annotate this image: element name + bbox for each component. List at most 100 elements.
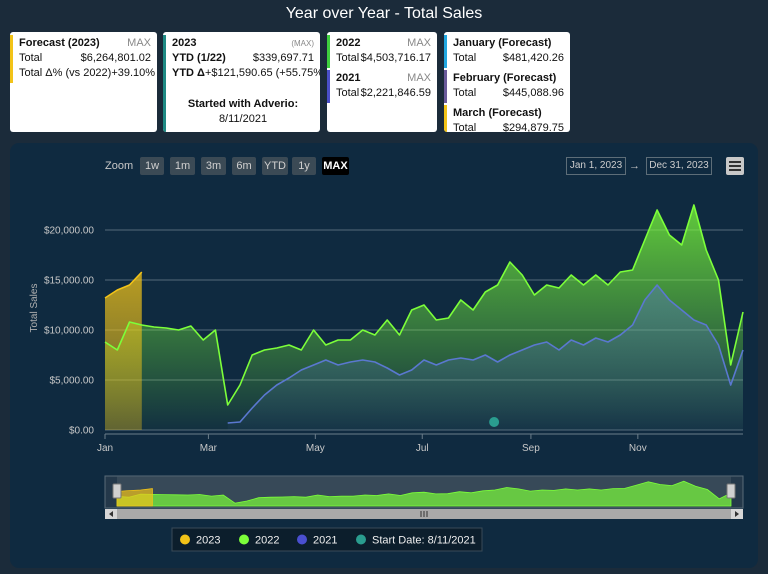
section-head: 2021 MAX <box>336 71 431 86</box>
card: 2022 MAX Total $4,503,716.17 2021 MAX Total $2,… <box>327 32 437 132</box>
zoom-button[interactable]: 1m <box>170 157 195 175</box>
page-title: Year over Year - Total Sales <box>285 5 483 22</box>
section-badge: MAX <box>407 72 431 84</box>
x-tick-label: Jan <box>97 443 113 454</box>
stat-value: $339,697.71 <box>252 52 314 64</box>
zoom-button[interactable]: MAX <box>322 157 349 175</box>
card-note: Started with Adverio: 8/11/2021 <box>163 83 320 132</box>
card: January (Forecast) Total $481,420.26 Februa… <box>444 32 570 132</box>
stat-row: Total $294,879.75 <box>453 121 564 132</box>
legend-box <box>171 527 483 552</box>
legend-swatch <box>239 534 249 545</box>
stat-label: Total <box>453 52 477 64</box>
section-head: March (Forecast) <box>453 106 564 121</box>
y-tick-label: $10,000.00 <box>44 326 94 337</box>
stat-label: Total <box>336 52 360 64</box>
card-section: Forecast (2023) MAX Total $6,264,801.02 Tota… <box>10 35 157 83</box>
stat-value: $6,264,801.02 <box>80 52 151 64</box>
stat-row: YTD (1/22) $339,697.71 <box>172 51 314 66</box>
note-title: Started with Adverio: <box>187 98 299 110</box>
stat-value: $294,879.75 <box>502 122 564 132</box>
zoom-label: Zoom <box>105 160 134 172</box>
card-section: 2021 MAX Total $2,221,846.59 <box>327 70 437 103</box>
x-tick-label: Mar <box>200 443 218 454</box>
legend-swatch <box>180 534 190 545</box>
stat-value: +$121,590.65 (+55.75%) <box>204 67 320 79</box>
stat-row: YTD Δ +$121,590.65 (+55.75%) <box>172 66 320 81</box>
navigator-handle[interactable] <box>726 483 736 499</box>
card-section: March (Forecast) Total $294,879.75 <box>444 105 570 132</box>
stat-value: $445,088.96 <box>502 87 564 99</box>
x-tick-label: Sep <box>522 443 540 454</box>
zoom-button[interactable]: 3m <box>201 157 226 175</box>
legend-label[interactable]: 2022 <box>255 535 279 547</box>
scroll-left[interactable] <box>109 511 113 517</box>
section-title: 2023 <box>172 37 197 49</box>
legend-swatch <box>297 534 307 545</box>
card-section: January (Forecast) Total $481,420.26 <box>444 35 570 68</box>
section-badge: MAX <box>407 37 431 49</box>
zoom-button[interactable]: 1y <box>292 157 316 175</box>
y-tick-label: $15,000.00 <box>44 276 94 287</box>
stat-row: Total $6,264,801.02 <box>19 51 151 66</box>
stat-value: $2,221,846.59 <box>360 87 431 99</box>
y-tick-label: $5,000.00 <box>50 376 95 387</box>
menu-icon-bar <box>729 161 741 163</box>
y-axis-title: Total Sales <box>29 284 40 333</box>
section-badge: MAX <box>127 37 151 49</box>
stat-label: Total <box>336 87 360 99</box>
y-tick-label: $20,000.00 <box>44 226 94 237</box>
zoom-button[interactable]: 1w <box>140 157 164 175</box>
stat-value: +39.10% <box>111 67 156 79</box>
scroll-right[interactable] <box>735 511 739 517</box>
range-to[interactable]: Dec 31, 2023 <box>646 157 712 175</box>
section-title: January (Forecast) <box>453 37 552 49</box>
card: 2023 (MAX) YTD (1/22) $339,697.71 YTD Δ +$121… <box>163 32 320 132</box>
section-head: January (Forecast) <box>453 36 564 51</box>
x-tick-label: May <box>306 443 325 454</box>
y-tick-label: $0.00 <box>69 426 94 437</box>
x-tick-label: Jul <box>416 443 429 454</box>
range-from[interactable]: Jan 1, 2023 <box>566 157 626 175</box>
card-section: February (Forecast) Total $445,088.96 <box>444 70 570 103</box>
stat-value: $481,420.26 <box>502 52 564 64</box>
section-title: 2022 <box>336 37 361 49</box>
navigator-handle[interactable] <box>112 483 122 499</box>
section-head: 2023 (MAX) <box>172 36 314 51</box>
legend-label[interactable]: 2023 <box>196 535 220 547</box>
section-title: March (Forecast) <box>453 107 542 119</box>
section-title: February (Forecast) <box>453 72 557 84</box>
stat-label: Total <box>453 122 477 132</box>
x-tick-label: Nov <box>629 443 647 454</box>
section-head: February (Forecast) <box>453 71 564 86</box>
note-value: 8/11/2021 <box>218 113 268 125</box>
section-title: Forecast (2023) <box>19 37 100 49</box>
card-section: 2022 MAX Total $4,503,716.17 <box>327 35 437 68</box>
start-marker <box>489 417 500 427</box>
range-separator: → <box>629 160 640 172</box>
menu-icon-bar <box>729 165 741 167</box>
card: Forecast (2023) MAX Total $6,264,801.02 Tota… <box>10 32 157 132</box>
stat-row: Total $2,221,846.59 <box>336 86 431 101</box>
stat-value: $4,503,716.17 <box>360 52 431 64</box>
stat-row: Total $481,420.26 <box>453 51 564 66</box>
card-section: 2023 (MAX) YTD (1/22) $339,697.71 YTD Δ +$121… <box>163 35 320 83</box>
series-line <box>104 204 744 406</box>
legend-label[interactable]: Start Date: 8/11/2021 <box>372 535 476 547</box>
navigator-area <box>116 488 153 507</box>
series-line <box>104 271 143 299</box>
legend-swatch <box>356 534 366 545</box>
zoom-button[interactable]: 6m <box>232 157 256 175</box>
stat-label: Total Δ% (vs 2022) <box>19 67 112 79</box>
series-line <box>227 284 744 424</box>
navigator-area <box>116 480 732 507</box>
stat-label: YTD Δ <box>172 67 205 79</box>
zoom-button[interactable]: YTD <box>262 157 288 175</box>
stat-row: Total Δ% (vs 2022) +39.10% <box>19 66 155 81</box>
series-area <box>227 285 743 430</box>
stat-row: Total $445,088.96 <box>453 86 564 101</box>
section-badge: (MAX) <box>291 39 314 48</box>
legend-label[interactable]: 2021 <box>313 535 337 547</box>
